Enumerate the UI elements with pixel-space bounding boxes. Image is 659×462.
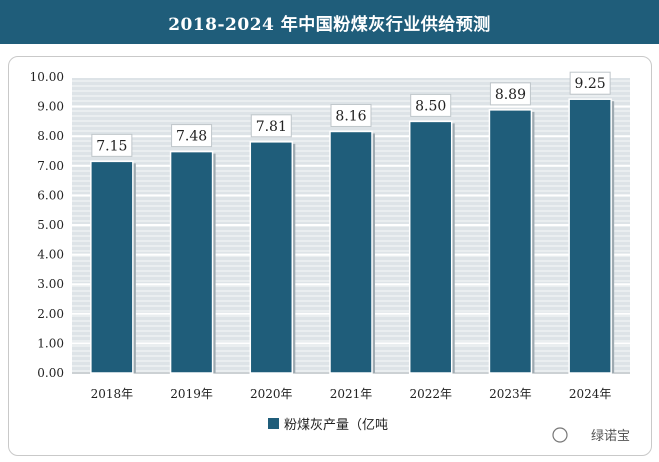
x-tick-label: 2023年 <box>489 387 532 401</box>
x-tick-label: 2024年 <box>569 387 612 401</box>
y-tick-label: 4.00 <box>37 248 64 262</box>
y-tick-label: 0.00 <box>37 366 64 380</box>
watermark-text: 绿诺宝 <box>591 429 630 444</box>
x-tick-label: 2018年 <box>91 387 134 401</box>
bar <box>488 109 533 374</box>
wechat-icon <box>552 427 568 443</box>
bar <box>568 98 612 374</box>
title-bar: 2018-2024 年中国粉煤灰行业供给预测 <box>0 0 659 44</box>
x-tick-label: 2021年 <box>330 387 373 401</box>
data-label-box <box>569 71 611 95</box>
data-label: 7.15 <box>96 138 127 154</box>
data-label: 9.25 <box>575 76 606 92</box>
data-label: 7.48 <box>176 129 207 145</box>
x-tick-label: 2022年 <box>409 387 452 401</box>
bar <box>408 120 453 374</box>
x-tick-label: 2020年 <box>250 387 293 401</box>
x-tick-label: 2019年 <box>170 387 213 401</box>
legend-label: 粉煤灰产量（亿吨 <box>284 418 388 433</box>
data-label-box <box>91 133 133 157</box>
y-tick-label: 6.00 <box>37 188 64 202</box>
bar <box>169 150 214 374</box>
data-label: 8.89 <box>495 87 526 103</box>
bar <box>329 130 373 374</box>
data-label: 8.50 <box>415 98 446 114</box>
y-tick-label: 10.00 <box>30 70 64 84</box>
y-tick-label: 7.00 <box>37 159 64 173</box>
y-tick-label: 2.00 <box>37 307 64 321</box>
data-label: 7.81 <box>256 119 287 135</box>
data-label-box <box>171 124 213 148</box>
y-tick-label: 5.00 <box>37 218 64 232</box>
y-tick-label: 3.00 <box>37 277 64 291</box>
legend-swatch <box>268 418 279 429</box>
data-label-box <box>410 93 452 117</box>
y-tick-label: 1.00 <box>37 336 64 350</box>
data-label-box <box>489 82 531 106</box>
data-label-box <box>330 103 372 127</box>
bar <box>90 160 134 374</box>
y-tick-label: 9.00 <box>37 100 64 114</box>
bar <box>249 141 294 374</box>
chart-title: 2018-2024 年中国粉煤灰行业供给预测 <box>168 14 491 35</box>
data-label-box <box>250 114 292 138</box>
y-tick-label: 8.00 <box>37 129 64 143</box>
data-label: 8.16 <box>335 108 366 124</box>
